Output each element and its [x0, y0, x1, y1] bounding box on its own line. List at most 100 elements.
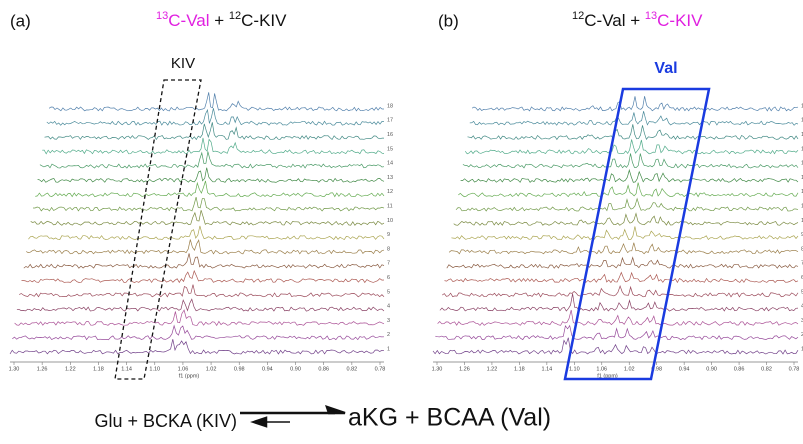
trace-number: 6 [801, 275, 803, 281]
equation-left: Glu + BCKA (KIV) [94, 411, 237, 431]
trace-number: 12 [387, 189, 393, 195]
x-tick-label: 1.10 [569, 366, 580, 372]
panel-label: (b) [438, 11, 459, 30]
spectrum-trace [453, 212, 799, 226]
x-tick-label: 0.90 [706, 366, 717, 372]
spectrum-trace [28, 225, 385, 241]
spectrum-trace [25, 239, 385, 255]
trace-number: 1 [801, 346, 803, 352]
spectrum-trace [471, 96, 799, 112]
trace-number: 13 [387, 175, 393, 181]
x-axis-label: f1 (ppm) [179, 373, 200, 379]
x-tick-label: 1.02 [624, 366, 635, 372]
trace-number: 11 [387, 203, 393, 209]
trace-number: 7 [801, 261, 803, 267]
spectrum-trace [14, 309, 385, 327]
spectrum-trace [46, 108, 384, 126]
spectrum-trace [48, 92, 384, 112]
trace-number: 16 [387, 132, 393, 138]
trace-number: 18 [387, 103, 393, 109]
x-tick-label: 0.98 [651, 366, 662, 372]
spectrum-trace [439, 293, 799, 312]
trace-number: 7 [387, 261, 390, 267]
title-text: + [210, 11, 229, 30]
trace-number: 10 [387, 218, 393, 224]
spectra-stack: 1234567891011121314151617181.301.261.221… [432, 96, 803, 379]
panel-title: 13C-Val + 12C-KIV [156, 10, 287, 31]
spectrum-trace [42, 137, 385, 155]
title-text: C-KIV [241, 11, 287, 30]
spectrum-trace [448, 242, 799, 255]
spectrum-trace [464, 139, 799, 155]
trace-number: 14 [801, 161, 803, 167]
x-tick-label: 1.26 [459, 366, 470, 372]
trace-number: 16 [801, 132, 803, 138]
trace-number: 15 [801, 146, 803, 152]
panel-label: (a) [10, 11, 31, 30]
x-tick-label: 1.02 [206, 366, 217, 372]
x-tick-label: 1.26 [37, 366, 48, 372]
spectrum-trace [455, 197, 799, 212]
spectrum-trace [444, 271, 799, 284]
superscript: 13 [156, 10, 168, 22]
trace-number: 15 [387, 146, 393, 152]
highlight-box [563, 87, 711, 381]
x-axis-label: f1 (ppm) [597, 373, 618, 379]
region-label: KIV [171, 55, 195, 72]
superscript: 12 [229, 10, 241, 22]
trace-number: 9 [387, 232, 390, 238]
x-tick-label: 1.30 [432, 366, 443, 372]
spectrum-trace [469, 111, 799, 126]
title-text: C-Val [168, 11, 209, 30]
spectrum-trace [9, 339, 385, 355]
spectrum-trace [12, 324, 385, 341]
trace-number: 3 [801, 318, 803, 324]
trace-number: 14 [387, 161, 393, 167]
trace-number: 11 [801, 203, 803, 209]
spectrum-trace [35, 180, 385, 198]
spectrum-trace [16, 298, 385, 312]
trace-number: 1 [387, 346, 390, 352]
spectrum-trace [432, 337, 799, 355]
spectrum-trace [39, 151, 385, 169]
x-tick-label: 1.10 [149, 366, 160, 372]
spectrum-trace [460, 168, 799, 183]
spectrum-trace [446, 256, 799, 269]
trace-number: 10 [801, 218, 803, 224]
x-tick-label: 1.18 [93, 366, 104, 372]
trace-number: 5 [387, 289, 390, 295]
spectrum-trace [467, 124, 799, 141]
x-tick-label: 1.14 [121, 366, 132, 372]
x-tick-label: 0.94 [679, 366, 690, 372]
spectrum-trace [435, 324, 799, 341]
spectrum-trace [23, 253, 385, 269]
x-tick-label: 1.22 [65, 366, 76, 372]
x-tick-label: 0.82 [761, 366, 772, 372]
spectrum-trace [30, 210, 385, 226]
x-tick-label: 1.30 [9, 366, 20, 372]
spectrum-trace [441, 284, 799, 298]
superscript: 12 [572, 10, 584, 22]
trace-number: 5 [801, 289, 803, 295]
spectrum-trace [21, 269, 385, 284]
title-text: + [626, 11, 645, 30]
trace-number: 4 [387, 304, 390, 310]
x-tick-label: 0.78 [789, 366, 800, 372]
x-tick-label: 0.86 [318, 366, 329, 372]
title-text: C-Val [584, 11, 625, 30]
x-tick-label: 1.18 [514, 366, 525, 372]
trace-number: 13 [801, 175, 803, 181]
trace-number: 6 [387, 275, 390, 281]
spectrum-trace [37, 167, 385, 183]
trace-number: 18 [801, 103, 803, 109]
x-tick-label: 1.22 [487, 366, 498, 372]
x-tick-label: 1.06 [178, 366, 189, 372]
spectrum-trace [462, 153, 799, 169]
equation-right: aKG + BCAA (Val) [348, 404, 551, 432]
highlight-box [114, 79, 202, 380]
spectrum-trace [44, 122, 384, 141]
trace-number: 12 [801, 189, 803, 195]
superscript: 13 [645, 10, 657, 22]
